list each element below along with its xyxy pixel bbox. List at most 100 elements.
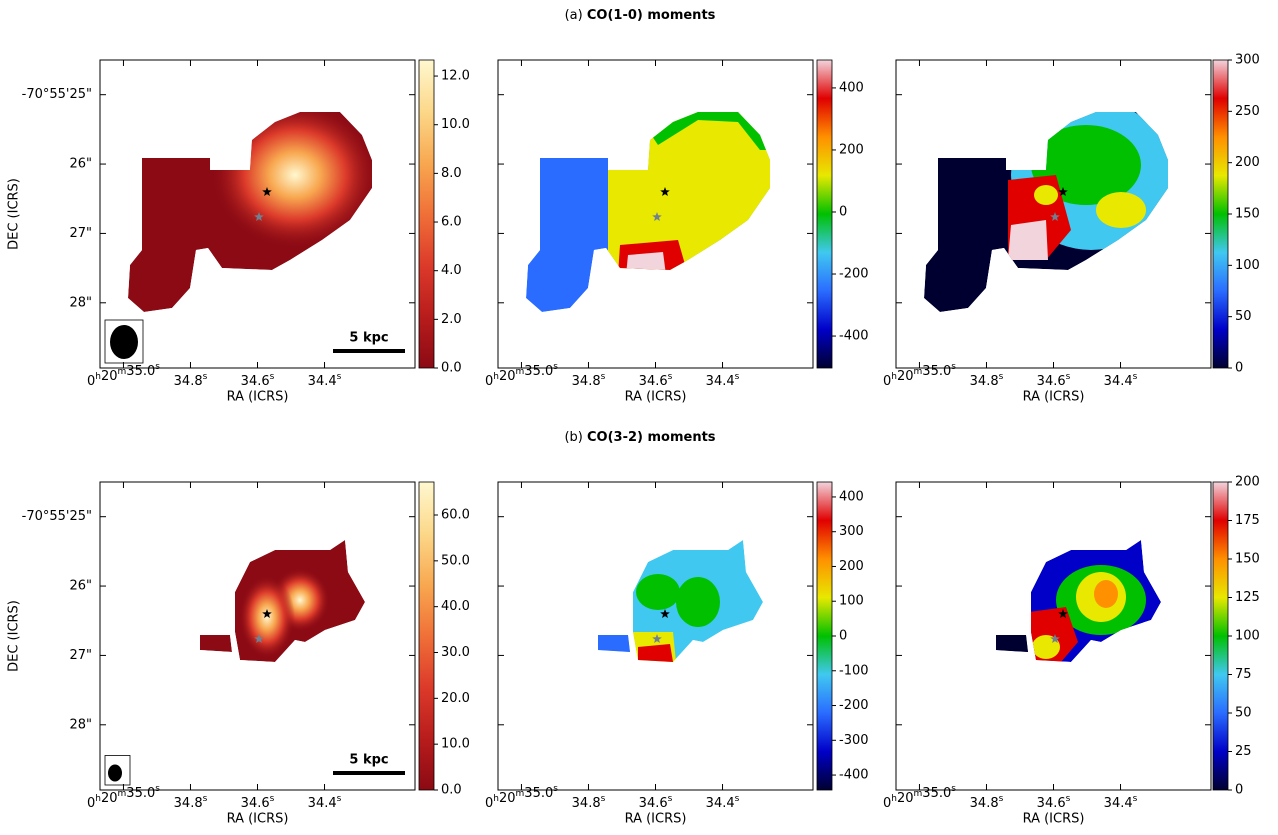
section-title: (a) CO(1-0) moments	[565, 8, 716, 23]
section-text: CO(3-2) moments	[587, 430, 716, 445]
map-region	[1034, 185, 1058, 205]
map-region	[1094, 580, 1118, 608]
colorbar-tick-label: 75	[1235, 667, 1252, 682]
colorbar-tick-label: 200	[1235, 475, 1260, 490]
intensity-map	[526, 112, 770, 312]
y-tick-label: 28"	[69, 295, 92, 310]
colorbar-tick-label: 100	[1235, 629, 1260, 644]
nucleus-marker	[660, 609, 670, 618]
colorbar-tick-label: 100	[839, 594, 864, 609]
colorbar-tick-label: 20.0	[441, 691, 470, 706]
colorbar	[1212, 481, 1229, 791]
x-tick-label: 34.6s	[1037, 794, 1071, 811]
map-region	[239, 575, 295, 659]
nucleus-marker	[262, 187, 272, 196]
x-axis-label: RA (ICRS)	[227, 390, 289, 405]
y-axis-label: DEC (ICRS)	[7, 600, 22, 672]
colorbar-tick-label: 100	[1235, 258, 1260, 273]
colorbar-tick-label: 150	[1235, 207, 1260, 222]
x-tick-label: 34.6s	[639, 794, 673, 811]
y-tick-label: 28"	[69, 717, 92, 732]
nucleus-marker	[652, 634, 662, 643]
colorbar-tick-label: 10.0	[441, 117, 470, 132]
colorbar-tick-label: 175	[1235, 513, 1260, 528]
intensity-map	[924, 112, 1168, 312]
x-tick-label: 34.4s	[1104, 372, 1138, 389]
nucleus-marker	[254, 212, 264, 221]
beam	[110, 325, 138, 359]
colorbar-tick-label: 400	[839, 489, 864, 504]
beam-box	[104, 319, 144, 364]
colorbar-tick-label: 250	[1235, 104, 1260, 119]
colorbar-tick-label: -300	[839, 733, 869, 748]
map-region	[996, 632, 1031, 662]
nucleus-marker	[1050, 634, 1060, 643]
x-tick-label: 34.4s	[706, 372, 740, 389]
x-axis-label: RA (ICRS)	[625, 390, 687, 405]
map-region	[636, 574, 680, 610]
x-tick-label: 34.8s	[572, 372, 606, 389]
colorbar-tick-label: 200	[839, 142, 864, 157]
map-region	[1096, 192, 1146, 228]
x-tick-label: 0h20m35.0s	[87, 784, 160, 811]
colorbar-tick-label: 10.0	[441, 737, 470, 752]
x-tick-label: 34.8s	[970, 794, 1004, 811]
nucleus-marker	[652, 212, 662, 221]
colorbar-tick-label: 50	[1235, 309, 1252, 324]
x-tick-label: 34.6s	[1037, 372, 1071, 389]
x-tick-label: 34.4s	[308, 372, 342, 389]
colorbar-tick-label: 40.0	[441, 599, 470, 614]
x-tick-label: 34.6s	[241, 794, 275, 811]
colorbar-tick-label: 0.0	[441, 783, 462, 798]
colorbar	[816, 481, 833, 791]
x-tick-label: 34.4s	[1104, 794, 1138, 811]
x-tick-label: 0h20m35.0s	[485, 362, 558, 389]
map-region	[1008, 220, 1048, 260]
colorbar-tick-label: 300	[839, 524, 864, 539]
intensity-map	[128, 112, 372, 312]
colorbar-tick-label: 50.0	[441, 553, 470, 568]
scale-bar-label: 5 kpc	[349, 331, 388, 346]
colorbar-tick-label: 25	[1235, 744, 1252, 759]
x-tick-label: 34.6s	[639, 372, 673, 389]
nucleus-marker	[254, 634, 264, 643]
x-axis-label: RA (ICRS)	[227, 812, 289, 827]
section-label: (b)	[564, 430, 582, 445]
colorbar-tick-label: 4.0	[441, 263, 462, 278]
x-tick-label: 0h20m35.0s	[485, 784, 558, 811]
x-tick-label: 0h20m35.0s	[883, 362, 956, 389]
section-title: (b) CO(3-2) moments	[564, 430, 715, 445]
colorbar-tick-label: -400	[839, 329, 869, 344]
y-tick-label: 26"	[69, 579, 92, 594]
colorbar-tick-label: 400	[839, 80, 864, 95]
beam	[108, 764, 122, 782]
map-region	[638, 644, 673, 662]
colorbar-tick-label: -200	[839, 267, 869, 282]
x-tick-label: 0h20m35.0s	[883, 784, 956, 811]
colorbar-tick-label: 12.0	[441, 69, 470, 84]
colorbar-tick-label: 0	[1235, 361, 1243, 376]
y-tick-label: -70°55'25"	[22, 509, 92, 524]
colorbar-tick-label: 0	[839, 629, 847, 644]
colorbar	[1212, 59, 1229, 369]
colorbar-tick-label: 300	[1235, 53, 1260, 68]
nucleus-marker	[262, 609, 272, 618]
y-axis-label: DEC (ICRS)	[7, 178, 22, 250]
colorbar-tick-label: -100	[839, 663, 869, 678]
map-region	[608, 112, 770, 300]
colorbar-tick-label: -200	[839, 698, 869, 713]
colorbar-tick-label: 125	[1235, 590, 1260, 605]
intensity-map	[200, 540, 365, 662]
scale-bar-label: 5 kpc	[349, 753, 388, 768]
y-tick-label: 27"	[69, 226, 92, 241]
map-region	[626, 252, 666, 275]
x-tick-label: 34.6s	[241, 372, 275, 389]
x-axis-label: RA (ICRS)	[1023, 390, 1085, 405]
map-region	[676, 577, 720, 627]
colorbar-tick-label: 0.0	[441, 361, 462, 376]
colorbar-tick-label: 150	[1235, 552, 1260, 567]
nucleus-marker	[1050, 212, 1060, 221]
x-tick-label: 34.4s	[308, 794, 342, 811]
